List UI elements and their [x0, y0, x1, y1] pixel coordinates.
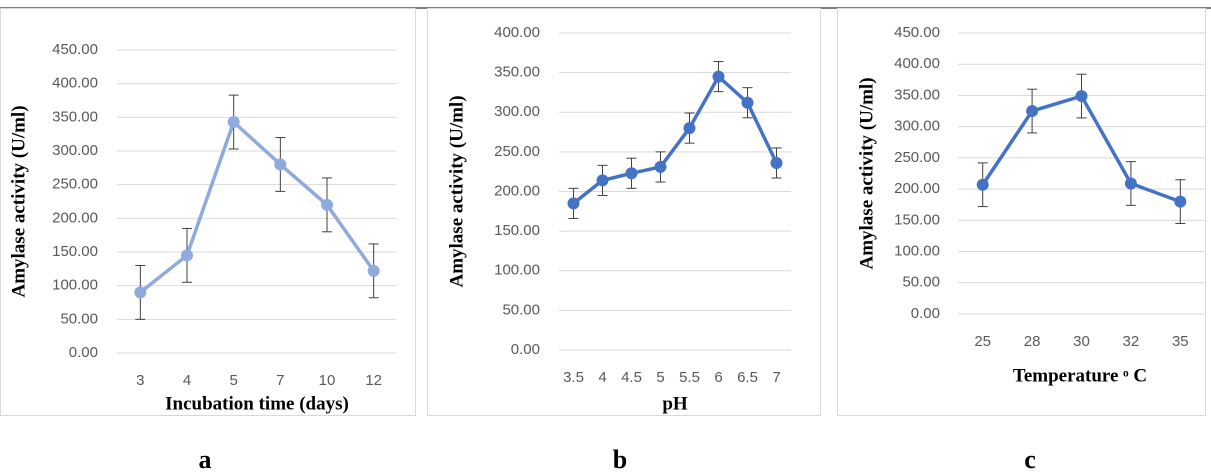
panel-frame — [427, 8, 821, 416]
x-tick-label: 12 — [365, 372, 382, 389]
y-tick-label: 50.00 — [502, 301, 540, 318]
x-axis-label: Temperature ᵒ C — [1013, 365, 1147, 386]
x-tick-label: 5.5 — [679, 369, 700, 386]
data-point — [596, 174, 609, 187]
x-tick-label: 5 — [656, 369, 664, 386]
y-tick-label: 400.00 — [52, 75, 98, 92]
y-tick-label: 300.00 — [894, 118, 940, 135]
x-tick-label: 6.5 — [737, 369, 758, 386]
x-tick-label: 4 — [598, 369, 606, 386]
x-tick-label: 4.5 — [621, 369, 642, 386]
x-tick-label: 30 — [1073, 333, 1090, 350]
y-tick-label: 350.00 — [494, 64, 540, 81]
y-tick-label: 400.00 — [494, 24, 540, 41]
x-tick-label: 3 — [136, 372, 144, 389]
x-tick-label: 25 — [974, 333, 991, 350]
data-point — [770, 156, 783, 169]
y-tick-label: 150.00 — [52, 243, 98, 260]
y-axis-label: Amylase activity (U/ml) — [8, 105, 29, 297]
data-point — [181, 249, 193, 262]
x-tick-label: 10 — [319, 372, 336, 389]
y-tick-label: 350.00 — [894, 86, 940, 103]
x-tick-label: 7 — [276, 372, 284, 389]
x-tick-label: 32 — [1123, 333, 1140, 350]
y-tick-label: 100.00 — [494, 262, 540, 279]
y-tick-label: 250.00 — [52, 176, 98, 193]
x-tick-label: 7 — [772, 369, 780, 386]
x-axis-label: Incubation time (days) — [165, 393, 349, 414]
y-tick-label: 250.00 — [894, 149, 940, 166]
y-tick-label: 0.00 — [511, 341, 540, 358]
x-tick-label: 35 — [1172, 333, 1189, 350]
data-point — [1124, 177, 1137, 190]
y-tick-label: 250.00 — [494, 143, 540, 160]
data-point — [227, 116, 240, 129]
x-tick-label: 4 — [183, 372, 191, 389]
y-tick-label: 350.00 — [52, 108, 98, 125]
y-tick-label: 150.00 — [894, 211, 940, 228]
y-tick-label: 150.00 — [494, 222, 540, 239]
panel-frame — [837, 8, 1206, 416]
data-point — [274, 158, 287, 171]
y-tick-label: 200.00 — [52, 209, 98, 226]
data-point — [321, 198, 333, 211]
y-tick-label: 100.00 — [52, 277, 98, 294]
data-point — [134, 286, 147, 299]
data-point — [367, 264, 380, 277]
data-point — [1075, 90, 1088, 103]
data-point — [976, 178, 989, 191]
data-point — [1174, 195, 1187, 208]
y-tick-label: 450.00 — [52, 41, 98, 58]
data-point — [683, 122, 696, 135]
data-point — [654, 160, 667, 173]
x-tick-label: 6 — [714, 369, 722, 386]
y-tick-label: 300.00 — [494, 103, 540, 120]
data-line — [139, 118, 376, 294]
data-point — [625, 167, 638, 180]
y-tick-label: 300.00 — [52, 142, 98, 159]
x-tick-label: 28 — [1024, 333, 1041, 350]
y-tick-label: 50.00 — [60, 310, 98, 327]
y-tick-label: 450.00 — [894, 24, 940, 41]
y-axis-label: Amylase activity (U/ml) — [856, 77, 877, 269]
x-tick-label: 5 — [229, 372, 237, 389]
panel-frame — [0, 8, 416, 416]
y-tick-label: 0.00 — [69, 344, 98, 361]
y-tick-label: 100.00 — [894, 243, 940, 260]
data-point — [741, 96, 754, 109]
y-tick-label: 200.00 — [894, 180, 940, 197]
y-axis-label: Amylase activity (U/ml) — [446, 95, 467, 287]
y-tick-label: 200.00 — [494, 182, 540, 199]
y-tick-label: 400.00 — [894, 55, 940, 72]
x-axis-label: pH — [662, 393, 688, 414]
data-point — [567, 197, 580, 210]
panel-caption: b — [613, 445, 627, 474]
data-point — [1026, 105, 1039, 118]
panel-caption: a — [199, 445, 212, 474]
y-tick-label: 0.00 — [911, 305, 940, 322]
y-tick-label: 50.00 — [902, 274, 940, 291]
data-point — [712, 70, 725, 83]
panel-caption: c — [1024, 445, 1036, 474]
x-tick-label: 3.5 — [563, 369, 584, 386]
